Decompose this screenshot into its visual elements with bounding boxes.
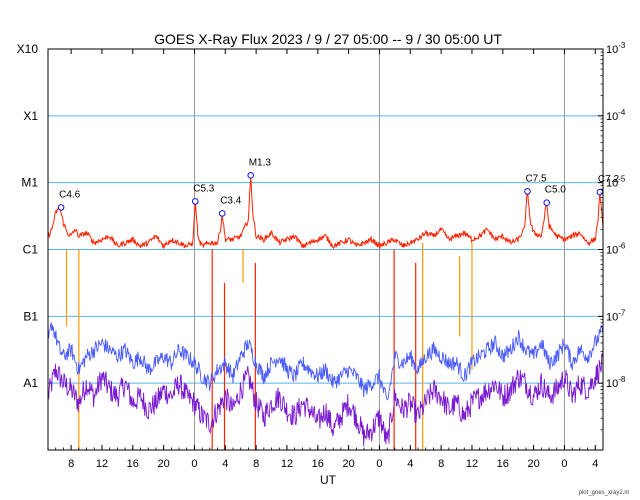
x-tick-label: 4 (592, 458, 598, 470)
flux-series (47, 177, 604, 447)
x-axis-label: UT (320, 473, 337, 487)
flux-scale-label: 10-8 (606, 375, 626, 390)
axis-ticks (55, 48, 603, 450)
flux-scale-exponent: -4 (618, 108, 626, 117)
flux-scale-base: 10 (606, 378, 618, 390)
x-tick-label: 8 (438, 458, 444, 470)
x-tick-label: 16 (497, 458, 509, 470)
x-tick-label: 8 (68, 458, 74, 470)
flux-scale-base: 10 (606, 178, 618, 190)
flare-label: C7.2 (598, 174, 620, 185)
x-tick-label: 16 (312, 458, 324, 470)
x-tick-label: 12 (96, 458, 108, 470)
flux-scale-exponent: -8 (618, 375, 626, 384)
flare-label: C4.6 (59, 189, 81, 200)
series-line-short-channel (47, 322, 604, 401)
flux-scale-base: 10 (606, 245, 618, 257)
x-tick-label: 20 (528, 458, 540, 470)
x-tick-label: 4 (222, 458, 228, 470)
flare-marker (524, 188, 531, 195)
flux-scale-label: 10-4 (606, 108, 626, 123)
x-tick-label: 4 (407, 458, 413, 470)
flare-marker (57, 204, 65, 211)
data-dropouts (65, 242, 473, 450)
flare-class-label: X10 (17, 42, 39, 56)
flare-class-label: B1 (23, 309, 38, 323)
x-tick-label: 0 (191, 458, 197, 470)
grid-lines (48, 115, 603, 384)
flux-scale-base: 10 (606, 44, 618, 56)
flux-scale-base: 10 (606, 111, 618, 123)
x-tick-label: 12 (281, 458, 293, 470)
x-tick-label: 0 (561, 458, 567, 470)
flux-scale-label: 10-3 (606, 41, 626, 56)
flare-class-label: X1 (23, 109, 38, 123)
flare-marker (218, 210, 226, 217)
flux-scale-label: 10-6 (606, 242, 626, 257)
flare-label: C3.4 (220, 195, 242, 206)
x-tick-label: 0 (376, 458, 382, 470)
flare-class-label: A1 (23, 376, 38, 390)
flare-marker (247, 172, 255, 179)
flare-marker (191, 198, 199, 205)
x-tick-label: 20 (158, 458, 170, 470)
flare-class-label: C1 (23, 243, 39, 257)
flare-marker (543, 199, 551, 207)
flux-scale-label: 10-5 (606, 175, 626, 190)
flare-label: M1.3 (249, 157, 272, 168)
plot-credit: plot_goes_xray2.m (579, 490, 630, 496)
flare-class-label: M1 (21, 176, 38, 190)
flux-scale-exponent: -7 (618, 308, 626, 317)
flare-class-labels: X10 X1 M1 C1 B1 A1 (17, 42, 39, 390)
flux-scale-exponent: -3 (618, 41, 626, 50)
flux-scale-labels: 10-310-410-510-610-710-8 (606, 41, 626, 390)
x-tick-label: 16 (127, 458, 139, 470)
series-line-long-channel (47, 177, 604, 250)
chart-title: GOES X-Ray Flux 2023 / 9 / 27 05:00 -- 9… (154, 31, 502, 47)
flare-marker (596, 188, 604, 196)
flux-scale-exponent: -6 (618, 242, 626, 251)
x-tick-label: 12 (466, 458, 478, 470)
x-tick-labels: 8 12 16 20 0 4 8 12 16 20 0 4 8 12 16 20 0 4 (68, 458, 598, 470)
x-tick-label: 20 (343, 458, 355, 470)
flare-label: C5.0 (545, 185, 567, 196)
flux-scale-exponent: -5 (618, 175, 626, 184)
flare-annotations: C4.6 C5.3 C3.4 M1.3 C7.5C5.0 C7.2 (57, 157, 620, 217)
series-line-short-channel-secondary (47, 351, 604, 447)
flux-scale-base: 10 (606, 311, 618, 323)
x-tick-label: 8 (253, 458, 259, 470)
flare-label: C5.3 (193, 183, 215, 194)
flare-label: C7.5 (525, 173, 547, 184)
flux-scale-label: 10-7 (606, 308, 626, 323)
